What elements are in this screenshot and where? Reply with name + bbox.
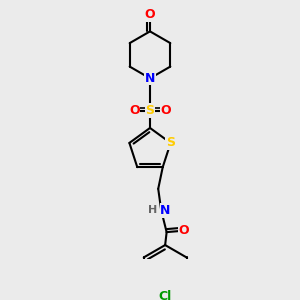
Text: O: O	[160, 104, 171, 117]
Text: O: O	[129, 104, 140, 117]
Text: N: N	[160, 204, 171, 217]
Text: H: H	[148, 206, 158, 215]
Text: Cl: Cl	[158, 290, 172, 300]
Text: O: O	[145, 8, 155, 21]
Text: O: O	[179, 224, 189, 237]
Text: S: S	[146, 104, 154, 117]
Text: N: N	[145, 72, 155, 85]
Text: S: S	[166, 136, 175, 149]
